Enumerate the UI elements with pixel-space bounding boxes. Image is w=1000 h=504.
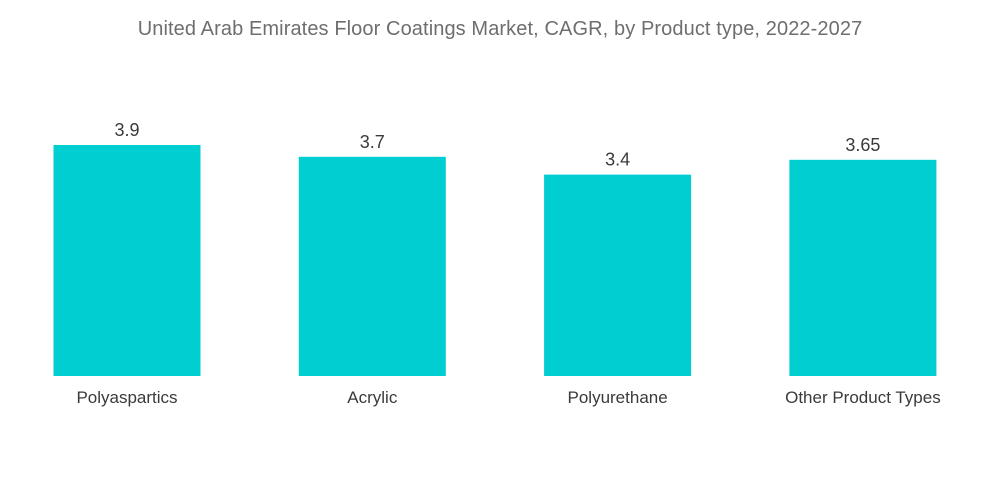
bar-polyurethane bbox=[544, 174, 692, 376]
value-label-acrylic: 3.7 bbox=[360, 132, 385, 152]
category-label-other-product-types: Other Product Types bbox=[785, 388, 941, 407]
bar-other-product-types bbox=[789, 159, 937, 376]
value-label-polyaspartics: 3.9 bbox=[114, 120, 139, 140]
category-label-acrylic: Acrylic bbox=[347, 388, 398, 407]
bar-polyaspartics bbox=[53, 145, 201, 376]
value-labels-group: 3.9 3.7 3.4 3.65 bbox=[114, 120, 880, 170]
bars-group bbox=[53, 145, 937, 376]
bar-acrylic bbox=[298, 156, 446, 376]
category-label-polyurethane: Polyurethane bbox=[568, 388, 668, 407]
value-label-polyurethane: 3.4 bbox=[605, 150, 630, 170]
category-labels-group: Polyaspartics Acrylic Polyurethane Other Pr… bbox=[76, 388, 940, 407]
value-label-other-product-types: 3.65 bbox=[845, 135, 880, 155]
chart-title: United Arab Emirates Floor Coatings Mark… bbox=[137, 18, 863, 40]
category-label-polyaspartics: Polyaspartics bbox=[76, 388, 177, 407]
